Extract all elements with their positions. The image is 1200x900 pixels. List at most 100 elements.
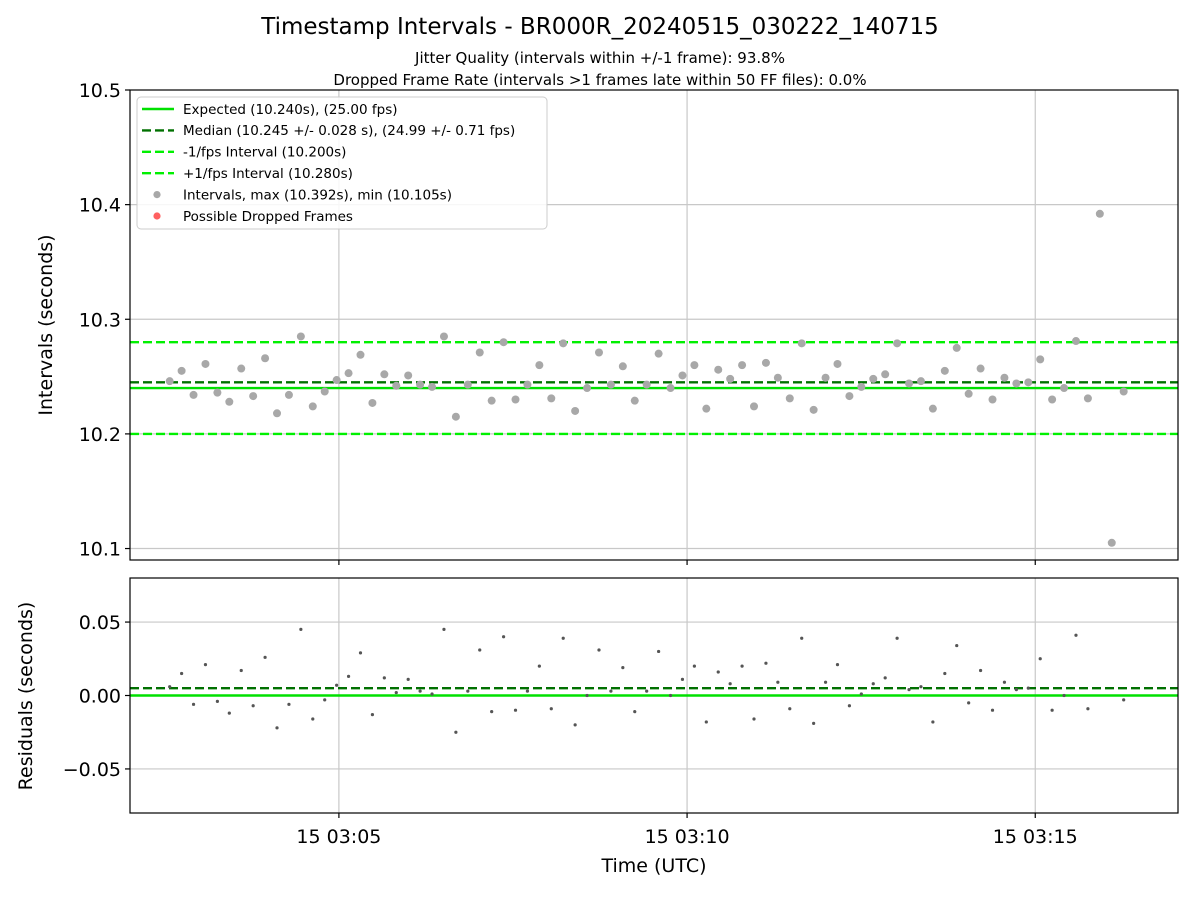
interval-point: [928, 404, 937, 413]
interval-point: [1036, 355, 1045, 364]
interval-point: [177, 366, 186, 375]
interval-point: [594, 348, 603, 357]
residual-point: [740, 664, 744, 668]
intervals-y-tick-label: 10.5: [79, 80, 121, 102]
residual-point: [621, 665, 625, 670]
residual-point: [203, 663, 208, 667]
interval-point: [809, 405, 818, 414]
residual-point: [561, 636, 565, 640]
residual-point: [406, 677, 410, 681]
interval-point: [428, 382, 437, 391]
residual-point: [919, 685, 923, 689]
residual-point: [478, 648, 482, 652]
legend-entry-label: -1/fps Interval (10.200s): [183, 145, 346, 161]
interval-point: [404, 371, 413, 380]
residual-point: [490, 710, 494, 714]
residual-point: [287, 702, 291, 706]
interval-point: [750, 402, 759, 411]
residual-point: [990, 708, 995, 712]
residual-point: [275, 726, 279, 730]
residual-point: [955, 643, 959, 648]
residual-point: [1086, 707, 1090, 711]
residual-point: [335, 683, 339, 687]
residual-point: [382, 676, 386, 680]
interval-point: [761, 358, 770, 367]
interval-point: [1012, 379, 1021, 388]
residual-point: [1038, 657, 1042, 661]
residual-point: [967, 701, 971, 705]
intervals-y-tick-label: 10.2: [79, 424, 121, 446]
interval-point: [702, 404, 711, 413]
residual-point: [1026, 686, 1030, 690]
interval-point: [344, 369, 353, 378]
x-tick-label: 15 03:10: [645, 826, 730, 848]
interval-point: [213, 388, 222, 397]
residual-point: [180, 671, 184, 676]
interval-point: [296, 332, 305, 341]
residual-point: [788, 707, 792, 711]
interval-point: [308, 402, 317, 411]
residual-point: [978, 668, 983, 673]
interval-point: [1095, 209, 1104, 218]
residual-point: [227, 711, 231, 715]
residual-point: [883, 676, 887, 680]
legend-marker-swatch: [153, 212, 161, 220]
interval-point: [392, 381, 401, 390]
residual-point: [1122, 698, 1126, 702]
interval-point: [642, 380, 651, 389]
residual-point: [823, 680, 828, 684]
x-tick-label: 15 03:15: [993, 826, 1078, 848]
residual-point: [573, 723, 577, 727]
residual-point: [442, 627, 446, 632]
residual-point: [168, 685, 172, 689]
legend-box: [136, 96, 548, 230]
residual-point: [215, 699, 219, 703]
interval-point: [249, 392, 258, 401]
interval-point: [416, 380, 425, 389]
interval-point: [976, 364, 985, 373]
interval-point: [511, 395, 520, 404]
legend-entry-label: Possible Dropped Frames: [183, 209, 353, 225]
residual-point: [1050, 708, 1054, 712]
residual-point: [680, 677, 685, 681]
interval-point: [463, 380, 472, 389]
residual-point: [394, 690, 398, 695]
residual-point: [716, 670, 720, 674]
residual-point: [299, 627, 303, 632]
interval-point: [845, 392, 854, 401]
intervals-y-axis-label: Intervals (seconds): [35, 234, 57, 415]
interval-point: [380, 370, 389, 379]
residual-point: [1014, 688, 1018, 692]
interval-point: [523, 380, 532, 389]
interval-point: [201, 359, 210, 368]
residual-point: [752, 717, 756, 721]
interval-point: [571, 406, 580, 415]
residual-point: [537, 664, 541, 668]
residual-point: [692, 664, 696, 668]
residual-point: [1062, 693, 1066, 698]
intervals-reference-lines: [130, 340, 1178, 436]
intervals-points: [165, 209, 1128, 547]
legend-marker-swatch: [153, 191, 161, 199]
interval-point: [487, 396, 496, 405]
interval-point: [893, 339, 902, 348]
interval-point: [916, 377, 925, 386]
legend-entry-label: +1/fps Interval (10.280s): [183, 166, 353, 182]
residual-point: [728, 682, 732, 686]
legend: Expected (10.240s), (25.00 fps) Median (1…: [136, 96, 548, 230]
interval-point: [225, 397, 234, 406]
residual-point: [585, 693, 589, 698]
interval-point: [499, 338, 508, 347]
intervals-x-ticks: [338, 560, 1036, 565]
intervals-y-ticks: 10.1 10.2 10.3 10.4 10.5: [79, 80, 130, 561]
residual-point: [633, 710, 637, 714]
residual-point: [812, 721, 816, 726]
interval-point: [439, 332, 448, 341]
residual-point: [311, 717, 315, 721]
interval-point: [332, 376, 341, 385]
residual-point: [346, 674, 351, 679]
residual-point: [847, 704, 852, 708]
residual-point: [668, 693, 673, 698]
residuals-y-tick-label: 0.00: [79, 686, 121, 708]
